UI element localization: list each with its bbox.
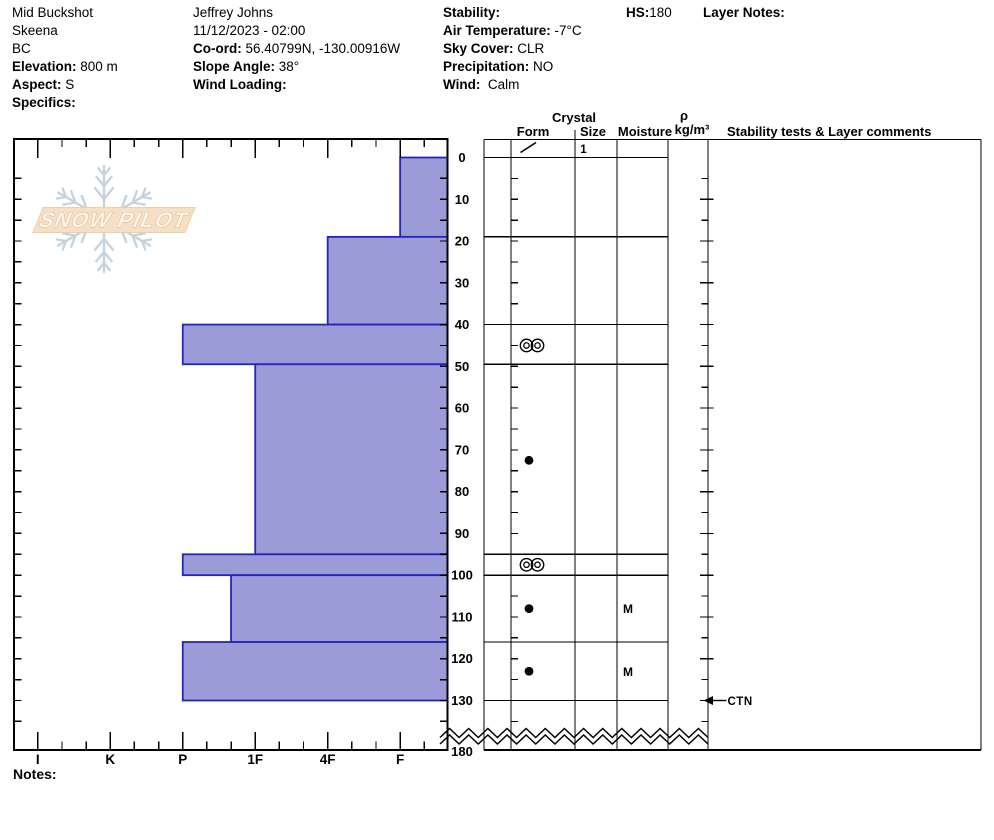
sky-cover-line: Sky Cover: CLR [443, 40, 544, 58]
svg-text:40: 40 [455, 317, 469, 332]
wind-loading-label: Wind Loading: [193, 77, 287, 92]
svg-text:60: 60 [455, 401, 469, 416]
precip-label: Precipitation: [443, 59, 530, 74]
observer-name: Jeffrey Johns [193, 5, 274, 20]
coord-label: Co-ord: [193, 41, 242, 56]
crystal-header: Crystal [551, 110, 597, 125]
svg-text:I: I [36, 752, 40, 767]
notes-label: Notes: [13, 766, 57, 782]
sky-cover-label: Sky Cover: [443, 41, 514, 56]
layer-notes-label: Layer Notes: [703, 5, 785, 20]
axis-ticks [14, 139, 448, 750]
slope-angle-value: 38° [275, 59, 300, 74]
specifics-label: Specifics: [12, 95, 76, 110]
air-temp-line: Air Temperature: -7°C [443, 22, 582, 40]
hardness-bar-layer-7 [181, 641, 449, 702]
svg-text:K: K [105, 752, 115, 767]
elevation-value: 800 m [76, 59, 118, 74]
moisture-header: Moisture [617, 124, 673, 139]
pit-province: BC [12, 41, 31, 56]
svg-text:110: 110 [452, 609, 473, 624]
stability-label: Stability: [443, 5, 501, 20]
hardness-bar-layer-6 [230, 574, 449, 643]
grain-dot-symbol [524, 604, 534, 614]
coord-value: 56.40799N, -130.00916W [241, 41, 401, 56]
svg-text:50: 50 [455, 359, 469, 374]
moisture-value: M [623, 602, 633, 616]
grain-dot-symbol [524, 455, 534, 465]
hs-line: HS:180 [626, 4, 672, 22]
pit-region: Skeena [12, 23, 58, 38]
hardness-bar-layer-1 [399, 156, 449, 238]
slope-angle-line: Slope Angle: 38° [193, 58, 299, 76]
hs-value: 180 [649, 5, 672, 20]
hardness-bar-layer-4 [254, 363, 449, 556]
precip-value: NO [529, 59, 554, 74]
annotation-text: CTN [728, 696, 753, 708]
surface-size-value: 1 [580, 144, 587, 156]
aspect-line: Aspect: S [12, 76, 74, 94]
hardness-bars [181, 156, 449, 702]
size-header: Size [579, 124, 607, 139]
svg-text:P: P [178, 752, 187, 767]
form-header: Form [516, 124, 550, 139]
wind-loading-line: Wind Loading: [193, 76, 287, 94]
svg-text:100: 100 [451, 568, 473, 583]
svg-text:90: 90 [455, 526, 469, 541]
slope-angle-label: Slope Angle: [193, 59, 276, 74]
elevation-label: Elevation: [12, 59, 77, 74]
stability-line: Stability: [443, 4, 500, 22]
sky-cover-value: CLR [513, 41, 545, 56]
svg-text:180: 180 [451, 744, 473, 759]
svg-text:F: F [396, 752, 404, 767]
aspect-label: Aspect: [12, 77, 62, 92]
crystal-table-grid [483, 130, 982, 751]
depth-break-zigzag [439, 727, 709, 746]
svg-text:10: 10 [455, 192, 469, 207]
svg-text:130: 130 [451, 693, 473, 708]
aspect-value: S [61, 77, 75, 92]
svg-text:70: 70 [455, 442, 469, 457]
density-unit-header: kg/m³ [674, 122, 710, 137]
grain-form-symbols: 1 M M [519, 141, 633, 679]
comments-header: Stability tests & Layer comments [727, 124, 932, 139]
elevation-line: Elevation: 800 m [12, 58, 118, 76]
svg-text:80: 80 [455, 484, 469, 499]
svg-text:4F: 4F [320, 752, 336, 767]
watermark-text: SNOW PILOT [35, 208, 193, 232]
annotation-arrow-icon [703, 695, 713, 705]
wind-value: Calm [480, 77, 520, 92]
hardness-bar-layer-5 [181, 553, 449, 577]
wind-label: Wind: [443, 77, 481, 92]
hardness-axis-labels: I K P 1F 4F F [36, 752, 404, 767]
observation-datetime: 11/12/2023 - 02:00 [193, 23, 306, 38]
coord-line: Co-ord: 56.40799N, -130.00916W [193, 40, 400, 58]
air-temp-label: Air Temperature: [443, 23, 551, 38]
svg-text:1F: 1F [247, 752, 263, 767]
density-symbol-header: ρ [679, 108, 689, 123]
grain-dot-symbol [524, 666, 534, 676]
pit-name: Mid Buckshot [12, 5, 94, 20]
watermark: SNOW PILOT [32, 164, 196, 274]
hs-label: HS: [626, 5, 650, 20]
air-temp-value: -7°C [550, 23, 582, 38]
moisture-value: M [623, 665, 633, 679]
wind-line: Wind: Calm [443, 76, 519, 94]
watermark-banner: SNOW PILOT [32, 207, 196, 233]
svg-text:30: 30 [455, 275, 469, 290]
svg-text:20: 20 [455, 234, 469, 249]
surface-form-slash-symbol [520, 141, 537, 154]
layer-annotations: CTN [703, 695, 753, 708]
svg-text:0: 0 [458, 150, 465, 165]
precip-line: Precipitation: NO [443, 58, 553, 76]
specifics-line: Specifics: [12, 94, 76, 112]
svg-text:120: 120 [451, 651, 473, 666]
hardness-bar-layer-2 [326, 235, 449, 326]
hardness-bar-layer-3 [181, 323, 449, 366]
depth-axis-labels: 0 10 20 30 40 50 60 70 80 90 100 110 120 130 180 [451, 150, 473, 759]
layer-notes-line: Layer Notes: [703, 4, 785, 22]
